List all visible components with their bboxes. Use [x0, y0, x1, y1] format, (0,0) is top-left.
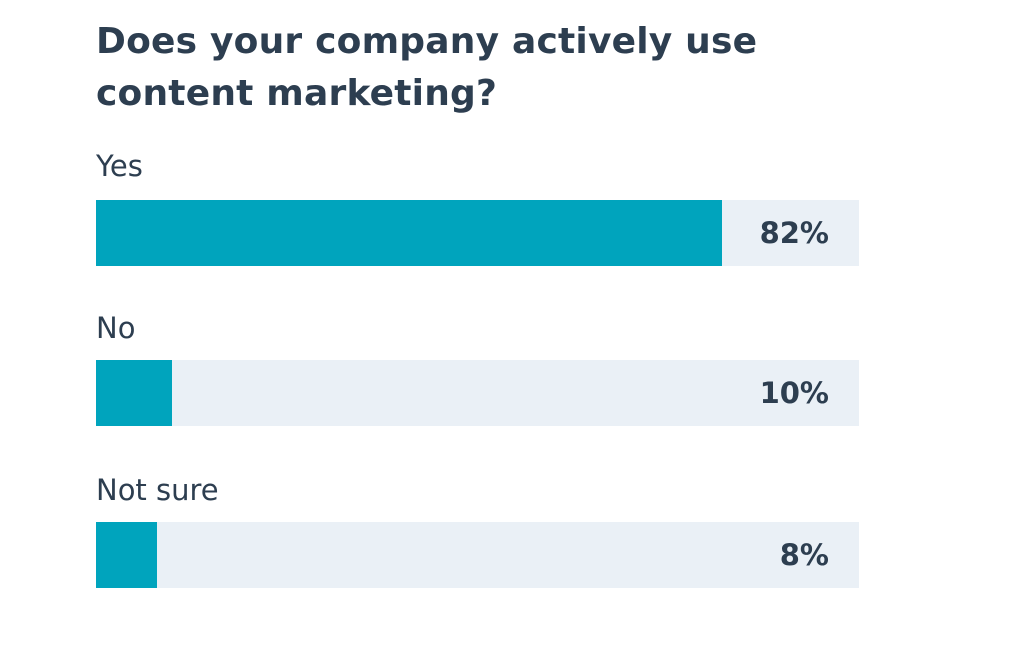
value-label-yes: 82% — [759, 216, 829, 250]
bar-track-not-sure: 8% — [96, 522, 859, 588]
chart-title: Does your company actively use content m… — [96, 21, 758, 114]
bar-yes — [96, 200, 722, 266]
category-label-yes: Yes — [96, 149, 143, 183]
category-label-not-sure: Not sure — [96, 473, 219, 507]
category-label-no: No — [96, 311, 136, 345]
value-label-no: 10% — [759, 376, 829, 410]
value-label-not-sure: 8% — [779, 538, 829, 572]
bar-track-no: 10% — [96, 360, 859, 426]
bar-no — [96, 360, 173, 426]
bar-track-yes: 82% — [96, 200, 859, 266]
bar-not-sure — [96, 522, 158, 588]
